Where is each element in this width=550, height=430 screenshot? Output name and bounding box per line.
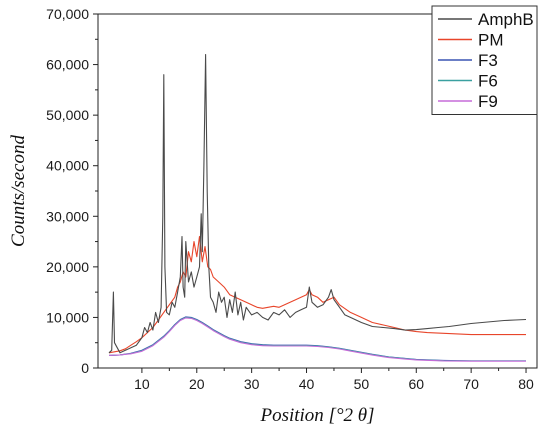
series-line-f9 (108, 317, 526, 362)
legend-label: F9 (478, 92, 498, 111)
legend-label: PM (478, 31, 504, 50)
y-tick-label: 10,000 (46, 309, 89, 325)
y-tick-label: 70,000 (46, 6, 89, 22)
y-axis-title: Counts/second (8, 135, 29, 247)
series-line-f3 (108, 316, 526, 362)
x-axis-title: Position [°2 θ] (259, 405, 374, 426)
series-line-pm (108, 235, 526, 354)
series-lines (108, 53, 527, 362)
legend-label: AmphB (478, 10, 534, 29)
x-tick-label: 60 (408, 376, 424, 392)
x-tick-label: 50 (354, 376, 370, 392)
legend-label: F3 (478, 51, 498, 70)
y-tick-label: 30,000 (46, 208, 89, 224)
y-tick-label: 20,000 (46, 259, 89, 275)
x-tick-label: 20 (189, 376, 205, 392)
x-tick-label: 80 (518, 376, 534, 392)
y-tick-label: 40,000 (46, 158, 89, 174)
y-tick-label: 0 (81, 360, 89, 376)
x-tick-label: 40 (299, 376, 315, 392)
x-tick-label: 10 (134, 376, 150, 392)
legend-label: F6 (478, 72, 498, 91)
x-tick-label: 30 (244, 376, 260, 392)
x-tick-label: 70 (463, 376, 479, 392)
y-tick-label: 60,000 (46, 57, 89, 73)
y-tick-label: 50,000 (46, 107, 89, 123)
series-line-f6 (108, 316, 526, 362)
x-axis-ticks: 10 20 30 40 50 60 70 80 (134, 368, 534, 392)
series-line-amphb (108, 53, 527, 354)
y-axis-ticks: 0 10,000 20,000 30,000 40,000 50,000 60,000 70,… (46, 6, 98, 376)
